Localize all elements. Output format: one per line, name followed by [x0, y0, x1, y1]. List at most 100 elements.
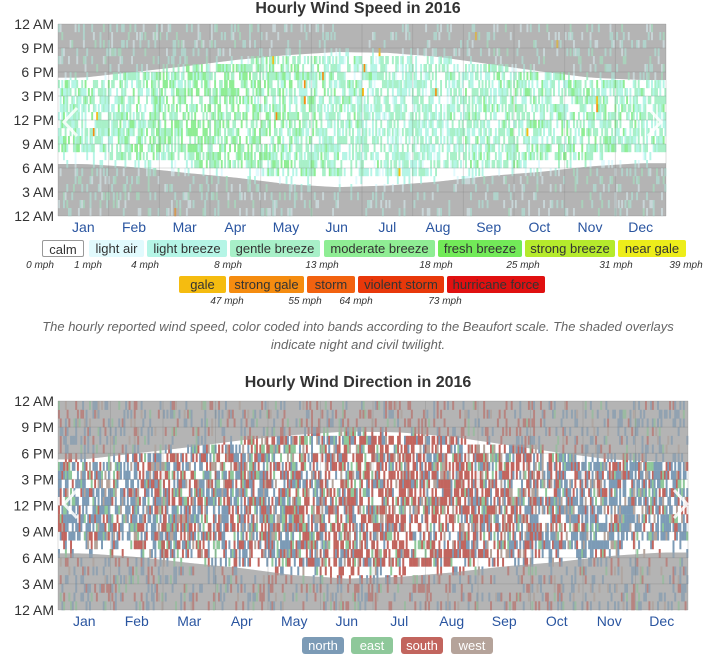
- heatmap-cell: [277, 56, 280, 65]
- heatmap-cell: [82, 409, 85, 419]
- heatmap-cell: [398, 152, 401, 161]
- heatmap-cell: [342, 128, 344, 137]
- heatmap-cell: [609, 136, 612, 145]
- heatmap-cell: [140, 401, 143, 410]
- heatmap-cell: [83, 496, 86, 506]
- heatmap-cell: [398, 168, 401, 177]
- heatmap-cell: [247, 522, 250, 532]
- speed-prev-arrow-icon[interactable]: [61, 106, 79, 138]
- heatmap-cell: [238, 470, 241, 480]
- heatmap-cell: [231, 566, 234, 576]
- heatmap-cell: [142, 549, 145, 558]
- heatmap-cell: [366, 96, 369, 105]
- heatmap-cell: [250, 453, 253, 463]
- heatmap-cell: [272, 200, 275, 209]
- heatmap-cell: [252, 128, 255, 137]
- heatmap-cell: [104, 557, 107, 567]
- heatmap-cell: [619, 96, 622, 105]
- heatmap-cell: [107, 531, 110, 541]
- heatmap-cell: [614, 168, 617, 177]
- heatmap-cell: [156, 505, 159, 515]
- heatmap-cell: [563, 120, 565, 129]
- heatmap-cell: [554, 32, 557, 41]
- heatmap-cell: [503, 128, 506, 137]
- heatmap-cell: [539, 144, 542, 153]
- heatmap-cell: [333, 64, 336, 73]
- heatmap-cell: [252, 200, 255, 209]
- heatmap-cell: [180, 479, 183, 489]
- heatmap-cell: [72, 96, 75, 105]
- heatmap-cell: [594, 184, 597, 193]
- heatmap-cell: [383, 96, 386, 105]
- heatmap-cell: [375, 192, 378, 201]
- heatmap-cell: [435, 72, 437, 81]
- heatmap-cell: [308, 120, 311, 129]
- heatmap-cell: [164, 427, 167, 437]
- heatmap-cell: [455, 160, 457, 169]
- heatmap-cell: [360, 72, 363, 81]
- heatmap-cell: [441, 120, 444, 129]
- heatmap-cell: [642, 136, 645, 145]
- heatmap-cell: [167, 136, 170, 145]
- heatmap-cell: [151, 144, 153, 153]
- heatmap-cell: [556, 48, 559, 57]
- heatmap-cell: [233, 557, 236, 567]
- heatmap-cell: [413, 160, 416, 169]
- heatmap-cell: [332, 136, 335, 145]
- heatmap-cell: [564, 32, 567, 41]
- heatmap-cell: [333, 88, 336, 97]
- heatmap-cell: [255, 88, 258, 97]
- heatmap-cell: [133, 427, 136, 437]
- heatmap-cell: [204, 128, 207, 137]
- heatmap-cell: [484, 160, 487, 169]
- heatmap-cell: [343, 136, 346, 145]
- heatmap-cell: [401, 56, 404, 65]
- heatmap-cell: [337, 128, 339, 137]
- heatmap-cell: [159, 120, 162, 129]
- heatmap-cell: [109, 583, 112, 593]
- heatmap-cell: [561, 128, 564, 137]
- heatmap-cell: [231, 409, 234, 419]
- heatmap-cell: [288, 112, 291, 121]
- heatmap-cell: [104, 531, 107, 541]
- heatmap-cell: [83, 479, 86, 489]
- heatmap-cell: [202, 488, 205, 497]
- heatmap-cell: [126, 461, 129, 471]
- heatmap-cell: [383, 80, 386, 89]
- heatmap-cell: [212, 505, 215, 515]
- heatmap-cell: [122, 208, 125, 217]
- heatmap-cell: [267, 120, 270, 129]
- heatmap-cell: [218, 401, 221, 410]
- heatmap-cell: [636, 192, 639, 201]
- heatmap-cell: [536, 176, 539, 185]
- heatmap-cell: [204, 444, 207, 454]
- heatmap-cell: [631, 192, 634, 201]
- speed-threshold-label: 25 mph: [506, 260, 540, 271]
- x-tick-label: Nov: [578, 219, 603, 235]
- heatmap-cell: [375, 128, 378, 137]
- heatmap-cell: [183, 514, 186, 524]
- heatmap-cell: [124, 88, 127, 97]
- heatmap-cell: [395, 104, 398, 113]
- heatmap-cell: [403, 168, 406, 177]
- heatmap-cell: [80, 514, 83, 524]
- heatmap-cell: [245, 488, 248, 497]
- heatmap-cell: [212, 514, 215, 524]
- heatmap-cell: [190, 152, 193, 161]
- heatmap-cell: [207, 184, 210, 193]
- heatmap-cell: [285, 152, 288, 161]
- heatmap-cell: [104, 470, 107, 480]
- speed-next-arrow-icon[interactable]: [646, 106, 664, 138]
- heatmap-cell: [119, 112, 122, 121]
- heatmap-cell: [234, 24, 236, 33]
- heatmap-cell: [662, 136, 665, 145]
- heatmap-cell: [107, 461, 110, 471]
- heatmap-cell: [544, 72, 547, 81]
- heatmap-cell: [651, 136, 653, 145]
- heatmap-cell: [400, 96, 403, 105]
- heatmap-cell: [205, 136, 208, 145]
- heatmap-cell: [262, 72, 265, 81]
- heatmap-cell: [612, 88, 615, 97]
- heatmap-cell: [323, 128, 326, 137]
- heatmap-cell: [488, 64, 491, 73]
